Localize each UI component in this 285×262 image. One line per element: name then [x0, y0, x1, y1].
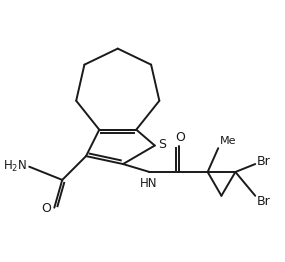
Text: Me: Me: [219, 136, 236, 146]
Text: O: O: [175, 131, 185, 144]
Text: Br: Br: [256, 195, 270, 208]
Text: S: S: [158, 138, 166, 151]
Text: H$_2$N: H$_2$N: [3, 159, 27, 174]
Text: O: O: [41, 203, 51, 215]
Text: Br: Br: [256, 155, 270, 168]
Text: HN: HN: [139, 177, 157, 190]
